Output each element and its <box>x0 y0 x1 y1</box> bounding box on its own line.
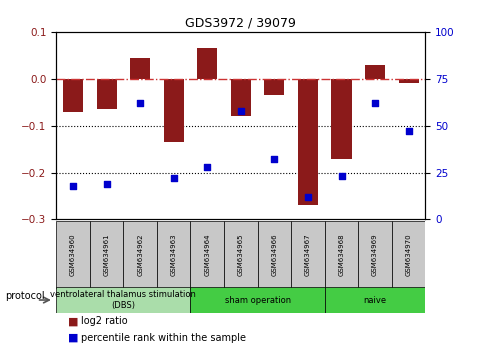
Text: GSM634962: GSM634962 <box>137 234 143 276</box>
Text: GSM634970: GSM634970 <box>405 234 411 276</box>
Bar <box>190 287 324 313</box>
Point <box>102 181 110 187</box>
Text: GSM634961: GSM634961 <box>103 234 109 276</box>
Text: ■: ■ <box>68 316 79 326</box>
Text: GSM634968: GSM634968 <box>338 234 344 276</box>
Bar <box>257 221 290 289</box>
Text: naive: naive <box>363 296 386 304</box>
Text: GSM634966: GSM634966 <box>271 234 277 276</box>
Bar <box>224 221 257 289</box>
Bar <box>130 58 150 79</box>
Bar <box>96 79 117 109</box>
Bar <box>264 79 284 95</box>
Bar <box>56 287 190 313</box>
Text: GSM634965: GSM634965 <box>237 234 244 276</box>
Point <box>136 100 144 106</box>
Bar <box>324 221 358 289</box>
Point <box>270 156 278 162</box>
Bar <box>197 48 217 79</box>
Text: log2 ratio: log2 ratio <box>81 316 127 326</box>
Bar <box>391 221 425 289</box>
Bar <box>398 79 418 84</box>
Bar <box>290 221 324 289</box>
Text: GSM634963: GSM634963 <box>170 234 176 276</box>
Bar <box>324 287 425 313</box>
Text: GSM634969: GSM634969 <box>371 234 377 276</box>
Bar <box>230 79 250 116</box>
Bar <box>90 221 123 289</box>
Bar <box>358 221 391 289</box>
Title: GDS3972 / 39079: GDS3972 / 39079 <box>185 16 296 29</box>
Bar <box>331 79 351 159</box>
Text: ventrolateral thalamus stimulation
(DBS): ventrolateral thalamus stimulation (DBS) <box>50 290 196 310</box>
Bar <box>364 65 385 79</box>
Bar <box>163 79 183 142</box>
Text: protocol: protocol <box>5 291 44 302</box>
Point <box>203 164 211 170</box>
Bar <box>123 221 157 289</box>
Point <box>370 100 378 106</box>
Point <box>404 129 412 134</box>
Text: GSM634967: GSM634967 <box>305 234 310 276</box>
Bar <box>56 221 90 289</box>
Bar <box>297 79 317 205</box>
Text: ■: ■ <box>68 333 79 343</box>
Bar <box>190 221 224 289</box>
Point <box>236 108 244 114</box>
Text: GSM634964: GSM634964 <box>204 234 210 276</box>
Bar <box>63 79 83 112</box>
Point <box>337 173 345 179</box>
Point <box>304 194 311 200</box>
Bar <box>157 221 190 289</box>
Text: GSM634960: GSM634960 <box>70 234 76 276</box>
Point <box>169 175 177 181</box>
Text: sham operation: sham operation <box>224 296 290 304</box>
Text: percentile rank within the sample: percentile rank within the sample <box>81 333 245 343</box>
Point <box>69 183 77 189</box>
